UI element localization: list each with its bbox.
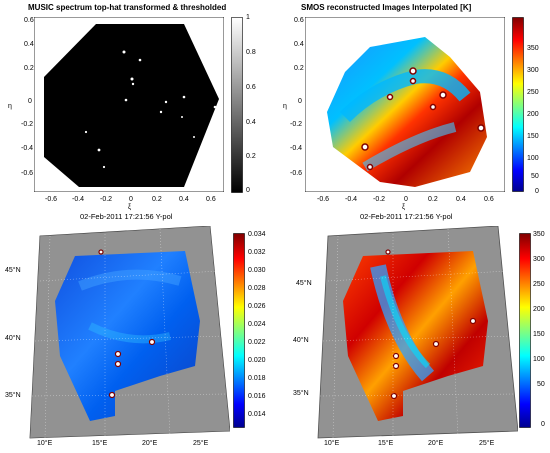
tr-plot xyxy=(305,17,505,192)
tr-colorbar xyxy=(512,17,524,192)
tl-ytick-5: -0.4 xyxy=(21,145,34,152)
bl-cbar-5: 0.024 xyxy=(248,321,266,328)
tr-title: SMOS reconstructed Images Interpolated [… xyxy=(301,3,472,12)
bl-cbar-0: 0.034 xyxy=(248,231,266,238)
tr-ytick-0: 0.6 xyxy=(294,17,304,24)
tl-xlabel: ξ xyxy=(128,204,132,211)
tl-hexagon xyxy=(44,24,219,187)
tr-cbar-7: 0 xyxy=(535,188,539,195)
tr-ytick-2: 0.2 xyxy=(294,65,304,72)
tl-xtick-1: -0.4 xyxy=(72,196,85,203)
br-cbar-5: 100 xyxy=(533,356,545,363)
tl-cbar-0: 1 xyxy=(246,14,250,21)
bl-lon-3: 25°E xyxy=(193,440,209,447)
br-lon-3: 25°E xyxy=(479,440,495,447)
bl-lat-1: 40°N xyxy=(5,335,21,342)
br-cbar-4: 150 xyxy=(533,331,545,338)
tl-date: 02-Feb-2011 17:21:56 Y-pol xyxy=(80,212,173,221)
bl-lon-0: 10°E xyxy=(37,440,53,447)
tl-xtick-3: 0 xyxy=(129,196,133,203)
tl-title: MUSIC spectrum top-hat transformed & thr… xyxy=(28,3,227,12)
bl-swath xyxy=(55,251,200,421)
tr-cbar-2: 250 xyxy=(527,89,539,96)
br-cbar-2: 250 xyxy=(533,281,545,288)
bl-cbar-3: 0.028 xyxy=(248,285,266,292)
br-map xyxy=(317,226,518,439)
bl-cbar-9: 0.016 xyxy=(248,393,266,400)
tr-date: 02-Feb-2011 17:21:56 Y-pol xyxy=(360,212,453,221)
tr-cbar-5: 100 xyxy=(527,155,539,162)
tr-cbar-0: 350 xyxy=(527,45,539,52)
tl-xtick-0: -0.6 xyxy=(45,196,58,203)
br-lat-2: 35°N xyxy=(293,390,309,397)
tr-xtick-6: 0.6 xyxy=(484,196,494,203)
tr-cbar-6: 50 xyxy=(531,173,539,180)
tl-cbar-4: 0.2 xyxy=(246,153,256,160)
tl-ytick-4: -0.2 xyxy=(21,121,34,128)
tl-ytick-1: 0.4 xyxy=(24,41,34,48)
tr-xtick-5: 0.4 xyxy=(456,196,466,203)
tl-ytick-2: 0.2 xyxy=(24,65,34,72)
tl-xtick-2: -0.2 xyxy=(100,196,113,203)
tl-colorbar xyxy=(231,17,243,193)
tr-ytick-6: -0.6 xyxy=(290,170,303,177)
tr-ytick-5: -0.4 xyxy=(290,145,303,152)
tr-xtick-1: -0.4 xyxy=(345,196,358,203)
tr-ylabel: η xyxy=(283,103,287,110)
tl-xtick-4: 0.2 xyxy=(152,196,162,203)
bl-cbar-1: 0.032 xyxy=(248,249,266,256)
tl-cbar-5: 0 xyxy=(246,187,250,194)
br-cbar-0: 350 xyxy=(533,231,545,238)
br-cbar-1: 300 xyxy=(533,256,545,263)
tl-ytick-3: 0 xyxy=(28,98,32,105)
bl-lat-2: 35°N xyxy=(5,392,21,399)
bl-cbar-8: 0.018 xyxy=(248,375,266,382)
tr-xlabel: ξ xyxy=(402,204,406,211)
br-lat-1: 40°N xyxy=(293,337,309,344)
bl-cbar-2: 0.030 xyxy=(248,267,266,274)
bl-map xyxy=(29,226,230,439)
tl-plot xyxy=(34,17,224,192)
br-colorbar xyxy=(519,233,531,428)
bl-lon-2: 20°E xyxy=(142,440,158,447)
tl-ytick-6: -0.6 xyxy=(21,170,34,177)
tr-ytick-4: -0.2 xyxy=(290,121,303,128)
tl-cbar-3: 0.4 xyxy=(246,119,256,126)
br-cbar-3: 200 xyxy=(533,306,545,313)
tr-xtick-0: -0.6 xyxy=(317,196,330,203)
tr-xtick-3: 0 xyxy=(404,196,408,203)
tr-cbar-4: 150 xyxy=(527,133,539,140)
br-lon-0: 10°E xyxy=(324,440,340,447)
br-lon-2: 20°E xyxy=(428,440,444,447)
tl-xtick-5: 0.4 xyxy=(179,196,189,203)
bl-cbar-6: 0.022 xyxy=(248,339,266,346)
tr-cbar-1: 300 xyxy=(527,67,539,74)
bl-cbar-7: 0.020 xyxy=(248,357,266,364)
bl-lon-1: 15°E xyxy=(92,440,108,447)
tr-ytick-3: 0 xyxy=(298,98,302,105)
br-lon-1: 15°E xyxy=(378,440,394,447)
tl-ylabel: η xyxy=(8,103,12,110)
bl-cbar-10: 0.014 xyxy=(248,411,266,418)
tl-ytick-0: 0.6 xyxy=(24,17,34,24)
br-cbar-6: 50 xyxy=(537,381,545,388)
bl-cbar-4: 0.026 xyxy=(248,303,266,310)
bl-colorbar xyxy=(233,233,245,428)
bl-lat-0: 45°N xyxy=(5,267,21,274)
tl-cbar-1: 0.8 xyxy=(246,49,256,56)
tr-ytick-1: 0.4 xyxy=(294,41,304,48)
tl-xtick-6: 0.6 xyxy=(206,196,216,203)
br-cbar-7: 0 xyxy=(541,421,545,428)
br-lat-0: 45°N xyxy=(296,280,312,287)
tl-cbar-2: 0.6 xyxy=(246,84,256,91)
tr-xtick-2: -0.2 xyxy=(373,196,386,203)
tr-cbar-3: 200 xyxy=(527,111,539,118)
tr-xtick-4: 0.2 xyxy=(428,196,438,203)
